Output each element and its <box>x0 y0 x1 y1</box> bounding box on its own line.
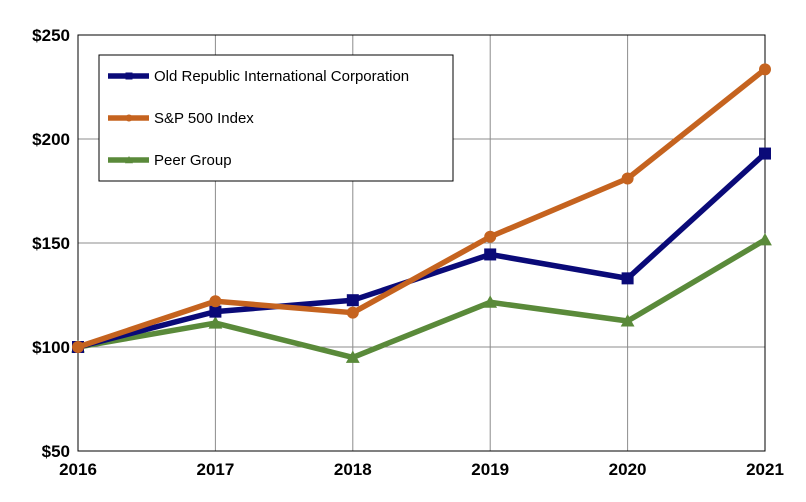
x-tick-label: 2018 <box>334 460 372 479</box>
data-point <box>208 316 223 329</box>
legend-label: S&P 500 Index <box>154 110 254 127</box>
x-tick-label: 2017 <box>196 460 234 479</box>
data-point <box>758 232 772 246</box>
legend-label: Peer Group <box>154 152 232 169</box>
x-axis: 2016 2017 2018 2019 2020 2021 <box>59 460 784 479</box>
series-line <box>77 67 767 350</box>
y-axis: $50 $100 $150 $200 $250 <box>32 26 70 461</box>
data-point <box>759 63 771 76</box>
series-line <box>77 237 767 361</box>
series-s-p-500-index <box>72 63 771 353</box>
y-tick-label: $100 <box>32 338 70 357</box>
data-point <box>621 272 634 285</box>
legend: Old Republic International Corporation S&… <box>98 54 454 182</box>
data-point <box>620 314 635 327</box>
data-point <box>759 147 771 160</box>
legend-entry: Old Republic International Corporation <box>108 68 409 85</box>
series-layer <box>71 63 772 363</box>
series-peer-group <box>71 232 772 363</box>
data-point <box>484 230 497 243</box>
x-tick-label: 2020 <box>609 460 647 479</box>
legend-box <box>98 54 454 182</box>
legend-entry: Peer Group <box>108 152 232 169</box>
data-point <box>345 350 360 363</box>
data-point <box>483 295 498 308</box>
data-point <box>484 248 497 261</box>
data-point <box>621 172 634 185</box>
legend-entry: S&P 500 Index <box>108 110 254 127</box>
data-point <box>72 341 84 353</box>
data-point <box>346 306 359 319</box>
series-line <box>77 151 767 350</box>
y-tick-label: $250 <box>32 26 70 45</box>
data-point <box>209 295 222 308</box>
x-tick-label: 2016 <box>59 460 97 479</box>
y-tick-label: $200 <box>32 130 70 149</box>
y-tick-label: $50 <box>42 442 70 461</box>
legend-marker <box>125 72 133 80</box>
x-tick-label: 2019 <box>471 460 509 479</box>
legend-label: Old Republic International Corporation <box>154 68 409 85</box>
legend-marker <box>124 155 134 164</box>
x-tick-label: 2021 <box>746 460 784 479</box>
data-point <box>346 294 359 307</box>
y-tick-label: $150 <box>32 234 70 253</box>
legend-marker <box>125 114 133 122</box>
data-point <box>209 305 222 318</box>
